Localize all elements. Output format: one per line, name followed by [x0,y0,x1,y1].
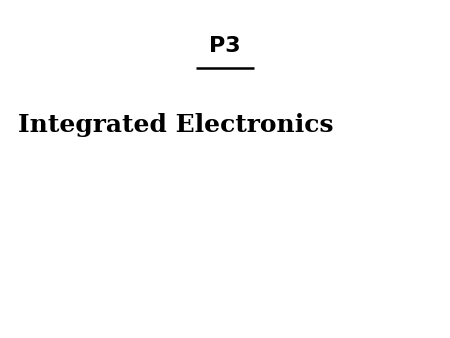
Text: Integrated Electronics: Integrated Electronics [18,113,333,137]
Text: P3: P3 [209,35,241,56]
